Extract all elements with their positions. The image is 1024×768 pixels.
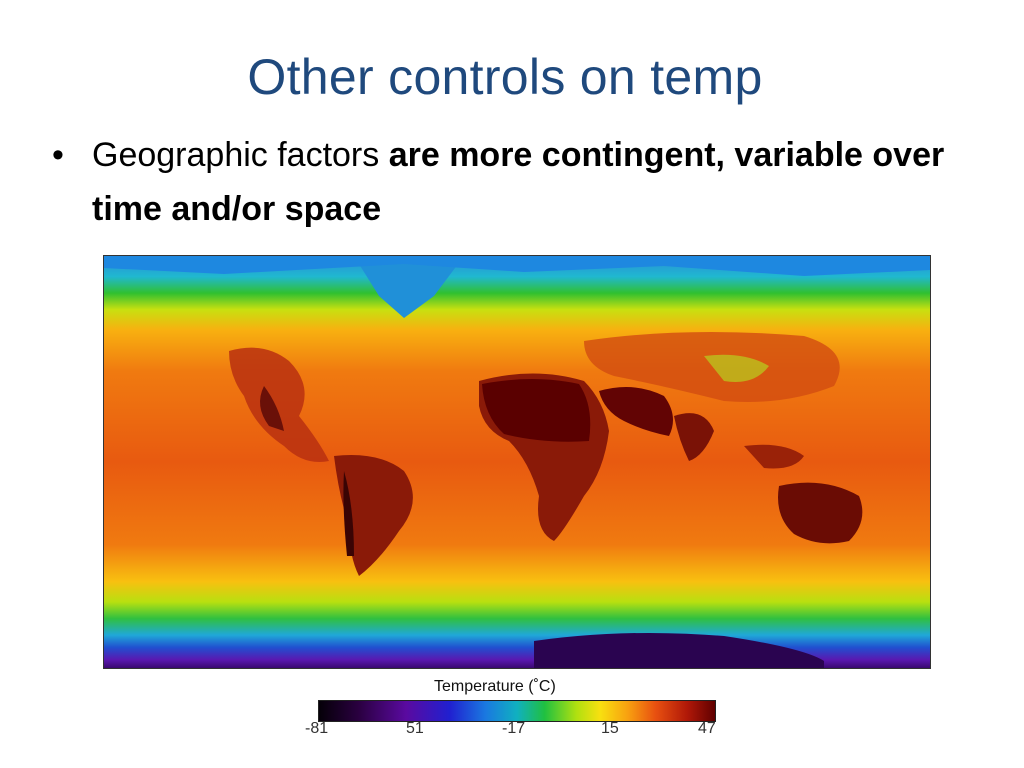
bullet-bold-text: are more contingent, variable over time … <box>92 136 945 228</box>
legend-tick-label: 47 <box>698 720 716 737</box>
legend-tick-label: 51 <box>406 720 424 737</box>
temperature-map <box>103 255 931 669</box>
bullet-text: Geographic factors are more contingent, … <box>92 128 952 236</box>
temperature-map-graphic <box>104 256 930 668</box>
temperature-color-scale <box>318 700 716 722</box>
bullet-item: • Geographic factors are more contingent… <box>52 128 952 236</box>
bullet-plain-text: Geographic factors <box>92 136 389 174</box>
bullet-dot-icon: • <box>52 136 64 174</box>
slide-title: Other controls on temp <box>247 49 763 105</box>
bullet-list: • Geographic factors are more contingent… <box>52 128 952 236</box>
legend-tick-label: -17 <box>502 720 526 737</box>
legend-title: Temperature (˚C) <box>434 678 556 695</box>
legend-tick-label: 15 <box>601 720 619 737</box>
legend-tick-label: -81 <box>305 720 329 737</box>
